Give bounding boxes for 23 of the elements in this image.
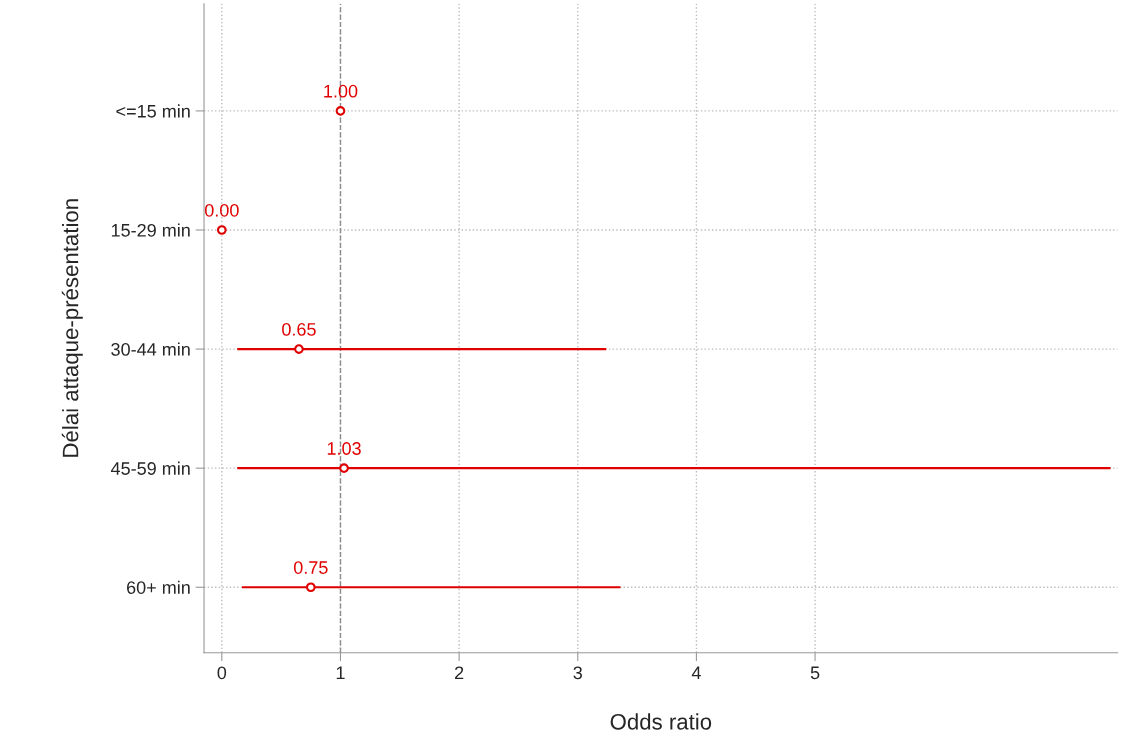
- x-tick-label: 4: [691, 666, 701, 680]
- x-tick-label: 0: [217, 666, 227, 680]
- x-tick-label: 3: [573, 666, 582, 680]
- y-tick-label: 60+ min: [127, 580, 190, 594]
- data-label: 0.65: [282, 323, 316, 336]
- x-tick-label: 1: [336, 666, 345, 680]
- y-tick-label: <=15 min: [116, 104, 190, 118]
- x-tick-label: 2: [455, 666, 464, 680]
- y-tick-label: 45-59 min: [110, 461, 190, 475]
- x-tick-label: 5: [810, 666, 820, 680]
- point: [339, 463, 349, 474]
- y-tick-label: 15-29 min: [111, 223, 190, 237]
- data-label: 0.00: [204, 203, 239, 217]
- point: [305, 582, 316, 593]
- point: [335, 106, 346, 116]
- y-tick-label: 30-44 min: [111, 342, 190, 356]
- data-label: 0.75: [293, 561, 328, 574]
- data-label: 1.03: [327, 442, 361, 455]
- point: [294, 344, 304, 354]
- data-label: 1.00: [324, 84, 358, 98]
- x-axis-title: Odds ratio: [610, 713, 712, 730]
- y-axis-title: Délai attaque-présentation: [61, 199, 83, 457]
- point: [216, 225, 227, 235]
